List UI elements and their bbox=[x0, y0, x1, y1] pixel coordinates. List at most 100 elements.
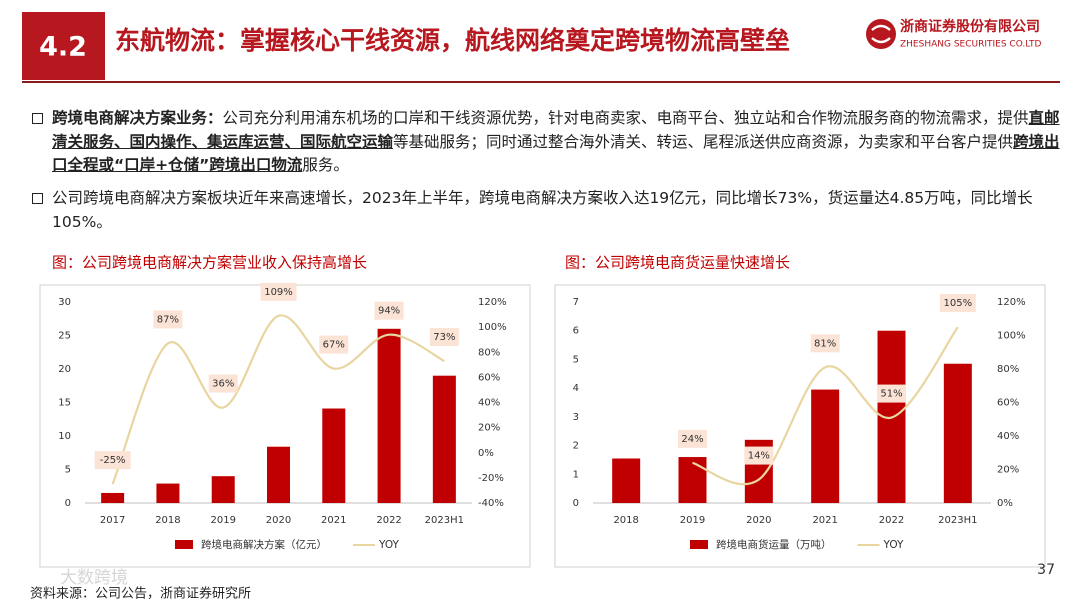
y2-tick-label: 60% bbox=[478, 372, 500, 383]
text-segment: 公司跨境电商解决方案板块近年来高速增长，2023年上半年，跨境电商解决方案收入达… bbox=[52, 189, 1033, 231]
x-tick-label: 2018 bbox=[613, 515, 638, 526]
slide-title: 东航物流：掌握核心干线资源，航线网络奠定跨境物流高壁垒 bbox=[115, 26, 790, 55]
chart-panel bbox=[554, 284, 1046, 568]
y-tick-label: 4 bbox=[573, 383, 579, 394]
y-tick-label: 20 bbox=[58, 364, 71, 375]
y2-tick-label: 120% bbox=[997, 297, 1026, 308]
data-label-box bbox=[94, 451, 131, 470]
y2-tick-label: -40% bbox=[478, 498, 504, 509]
x-tick-label: 2023H1 bbox=[938, 515, 977, 526]
y-tick-label: 25 bbox=[58, 331, 71, 342]
y2-tick-label: 100% bbox=[478, 322, 507, 333]
yoy-line bbox=[692, 326, 959, 486]
y-tick-label: 15 bbox=[58, 398, 71, 409]
x-tick-label: 2019 bbox=[680, 515, 705, 526]
x-tick-label: 2021 bbox=[812, 515, 837, 526]
data-label: 73% bbox=[433, 332, 455, 343]
y2-tick-label: 20% bbox=[997, 465, 1019, 476]
x-tick-label: 2021 bbox=[321, 515, 346, 526]
x-tick-label: 2023H1 bbox=[425, 515, 464, 526]
data-label-box bbox=[260, 282, 297, 301]
data-label-box bbox=[319, 335, 349, 354]
data-label: 14% bbox=[748, 451, 770, 462]
y2-tick-label: 80% bbox=[997, 364, 1019, 375]
text-segment: 跨境电商解决方案业务： bbox=[52, 109, 223, 127]
data-label-box bbox=[153, 310, 183, 329]
y2-tick-label: 80% bbox=[478, 347, 500, 358]
y-tick-label: 1 bbox=[573, 469, 579, 480]
y2-tick-label: 120% bbox=[478, 297, 507, 308]
data-label: 36% bbox=[212, 379, 234, 390]
x-tick-label: 2022 bbox=[376, 515, 401, 526]
bar bbox=[101, 492, 125, 503]
text-segment: 跨境出口全程或“口岸+仓储”跨境出口物流 bbox=[52, 132, 1060, 175]
data-label: 109% bbox=[264, 287, 293, 298]
bar bbox=[811, 389, 840, 503]
y2-tick-label: 40% bbox=[997, 431, 1019, 442]
bar bbox=[678, 457, 707, 503]
legend-label: YOY bbox=[378, 539, 400, 551]
x-tick-label: 2019 bbox=[210, 515, 235, 526]
y-tick-label: 3 bbox=[573, 412, 579, 423]
data-label-box bbox=[877, 384, 906, 403]
y2-tick-label: 0% bbox=[997, 498, 1013, 509]
section-number: 4.2 bbox=[39, 32, 87, 63]
data-label-box bbox=[374, 301, 404, 320]
data-label-box bbox=[744, 446, 774, 465]
y2-tick-label: 40% bbox=[478, 398, 500, 409]
legend-label: YOY bbox=[883, 539, 905, 551]
data-label-box bbox=[678, 429, 707, 448]
x-tick-label: 2020 bbox=[746, 515, 771, 526]
company-en: ZHESHANG SECURITIES CO.LTD bbox=[900, 40, 1042, 50]
x-tick-label: 2022 bbox=[879, 515, 904, 526]
watermark: 大数跨境 bbox=[60, 568, 128, 588]
text-segment: 直邮清关服务、国内操作、集运库运营、国际航空运输 bbox=[52, 109, 1060, 151]
bullet: 跨境电商解决方案业务：公司充分利用浦东机场的口岸和干线资源优势，针对电商卖家、电… bbox=[32, 107, 1062, 178]
chart-title: 图：公司跨境电商货运量快速增长 bbox=[565, 254, 790, 272]
company-cn: 浙商证券股份有限公司 bbox=[900, 18, 1040, 35]
x-tick-label: 2017 bbox=[100, 515, 125, 526]
data-label-box bbox=[429, 328, 459, 347]
logo bbox=[866, 19, 896, 49]
data-label: 81% bbox=[814, 338, 836, 349]
text-segment: 等基础服务；同时通过整合海外清关、转运、尾程派送供应商资源，为卖家和平台客户提供 bbox=[393, 132, 1014, 151]
source: 资料来源：公司公告，浙商证券研究所 bbox=[30, 586, 251, 602]
y2-tick-label: 20% bbox=[478, 423, 500, 434]
section-box bbox=[22, 12, 105, 80]
bullet-text: 公司跨境电商解决方案板块近年来高速增长，2023年上半年，跨境电商解决方案收入达… bbox=[52, 189, 1033, 231]
chart-title: 图：公司跨境电商解决方案营业收入保持高增长 bbox=[52, 254, 367, 272]
y-tick-label: 30 bbox=[58, 297, 71, 308]
data-label: 24% bbox=[681, 434, 703, 445]
bar bbox=[267, 446, 290, 503]
y-tick-label: 5 bbox=[65, 465, 71, 476]
data-label: 94% bbox=[378, 306, 400, 317]
y2-tick-label: -20% bbox=[478, 473, 504, 484]
bar bbox=[322, 408, 346, 503]
data-label: -25% bbox=[100, 455, 126, 466]
bullet-text: 跨境电商解决方案业务：公司充分利用浦东机场的口岸和干线资源优势，针对电商卖家、电… bbox=[52, 109, 1060, 174]
data-label-box bbox=[810, 334, 840, 353]
y-tick-label: 6 bbox=[573, 326, 579, 337]
logo-mark bbox=[871, 24, 891, 44]
page-number: 37 bbox=[1037, 562, 1055, 578]
legend-swatch bbox=[175, 540, 193, 549]
bullet: 公司跨境电商解决方案板块近年来高速增长，2023年上半年，跨境电商解决方案收入达… bbox=[32, 187, 1062, 234]
bar bbox=[943, 363, 972, 503]
legend-label: 跨境电商解决方案（亿元） bbox=[201, 538, 327, 551]
y-tick-label: 0 bbox=[573, 498, 579, 509]
yoy-line bbox=[111, 314, 445, 485]
y-tick-label: 0 bbox=[65, 498, 71, 509]
y2-tick-label: 60% bbox=[997, 398, 1019, 409]
text-segment: 服务。 bbox=[302, 156, 349, 174]
bar bbox=[211, 476, 235, 503]
x-tick-label: 2020 bbox=[266, 515, 291, 526]
legend-swatch bbox=[690, 540, 708, 549]
data-label: 87% bbox=[157, 314, 179, 325]
text-segment: 公司充分利用浦东机场的口岸和干线资源优势，针对电商卖家、电商平台、独立站和合作物… bbox=[222, 109, 1029, 127]
data-label-box bbox=[208, 374, 238, 393]
y-tick-label: 5 bbox=[573, 354, 579, 365]
y2-tick-label: 0% bbox=[478, 448, 494, 459]
bar bbox=[156, 483, 180, 503]
y-tick-label: 7 bbox=[573, 297, 579, 308]
